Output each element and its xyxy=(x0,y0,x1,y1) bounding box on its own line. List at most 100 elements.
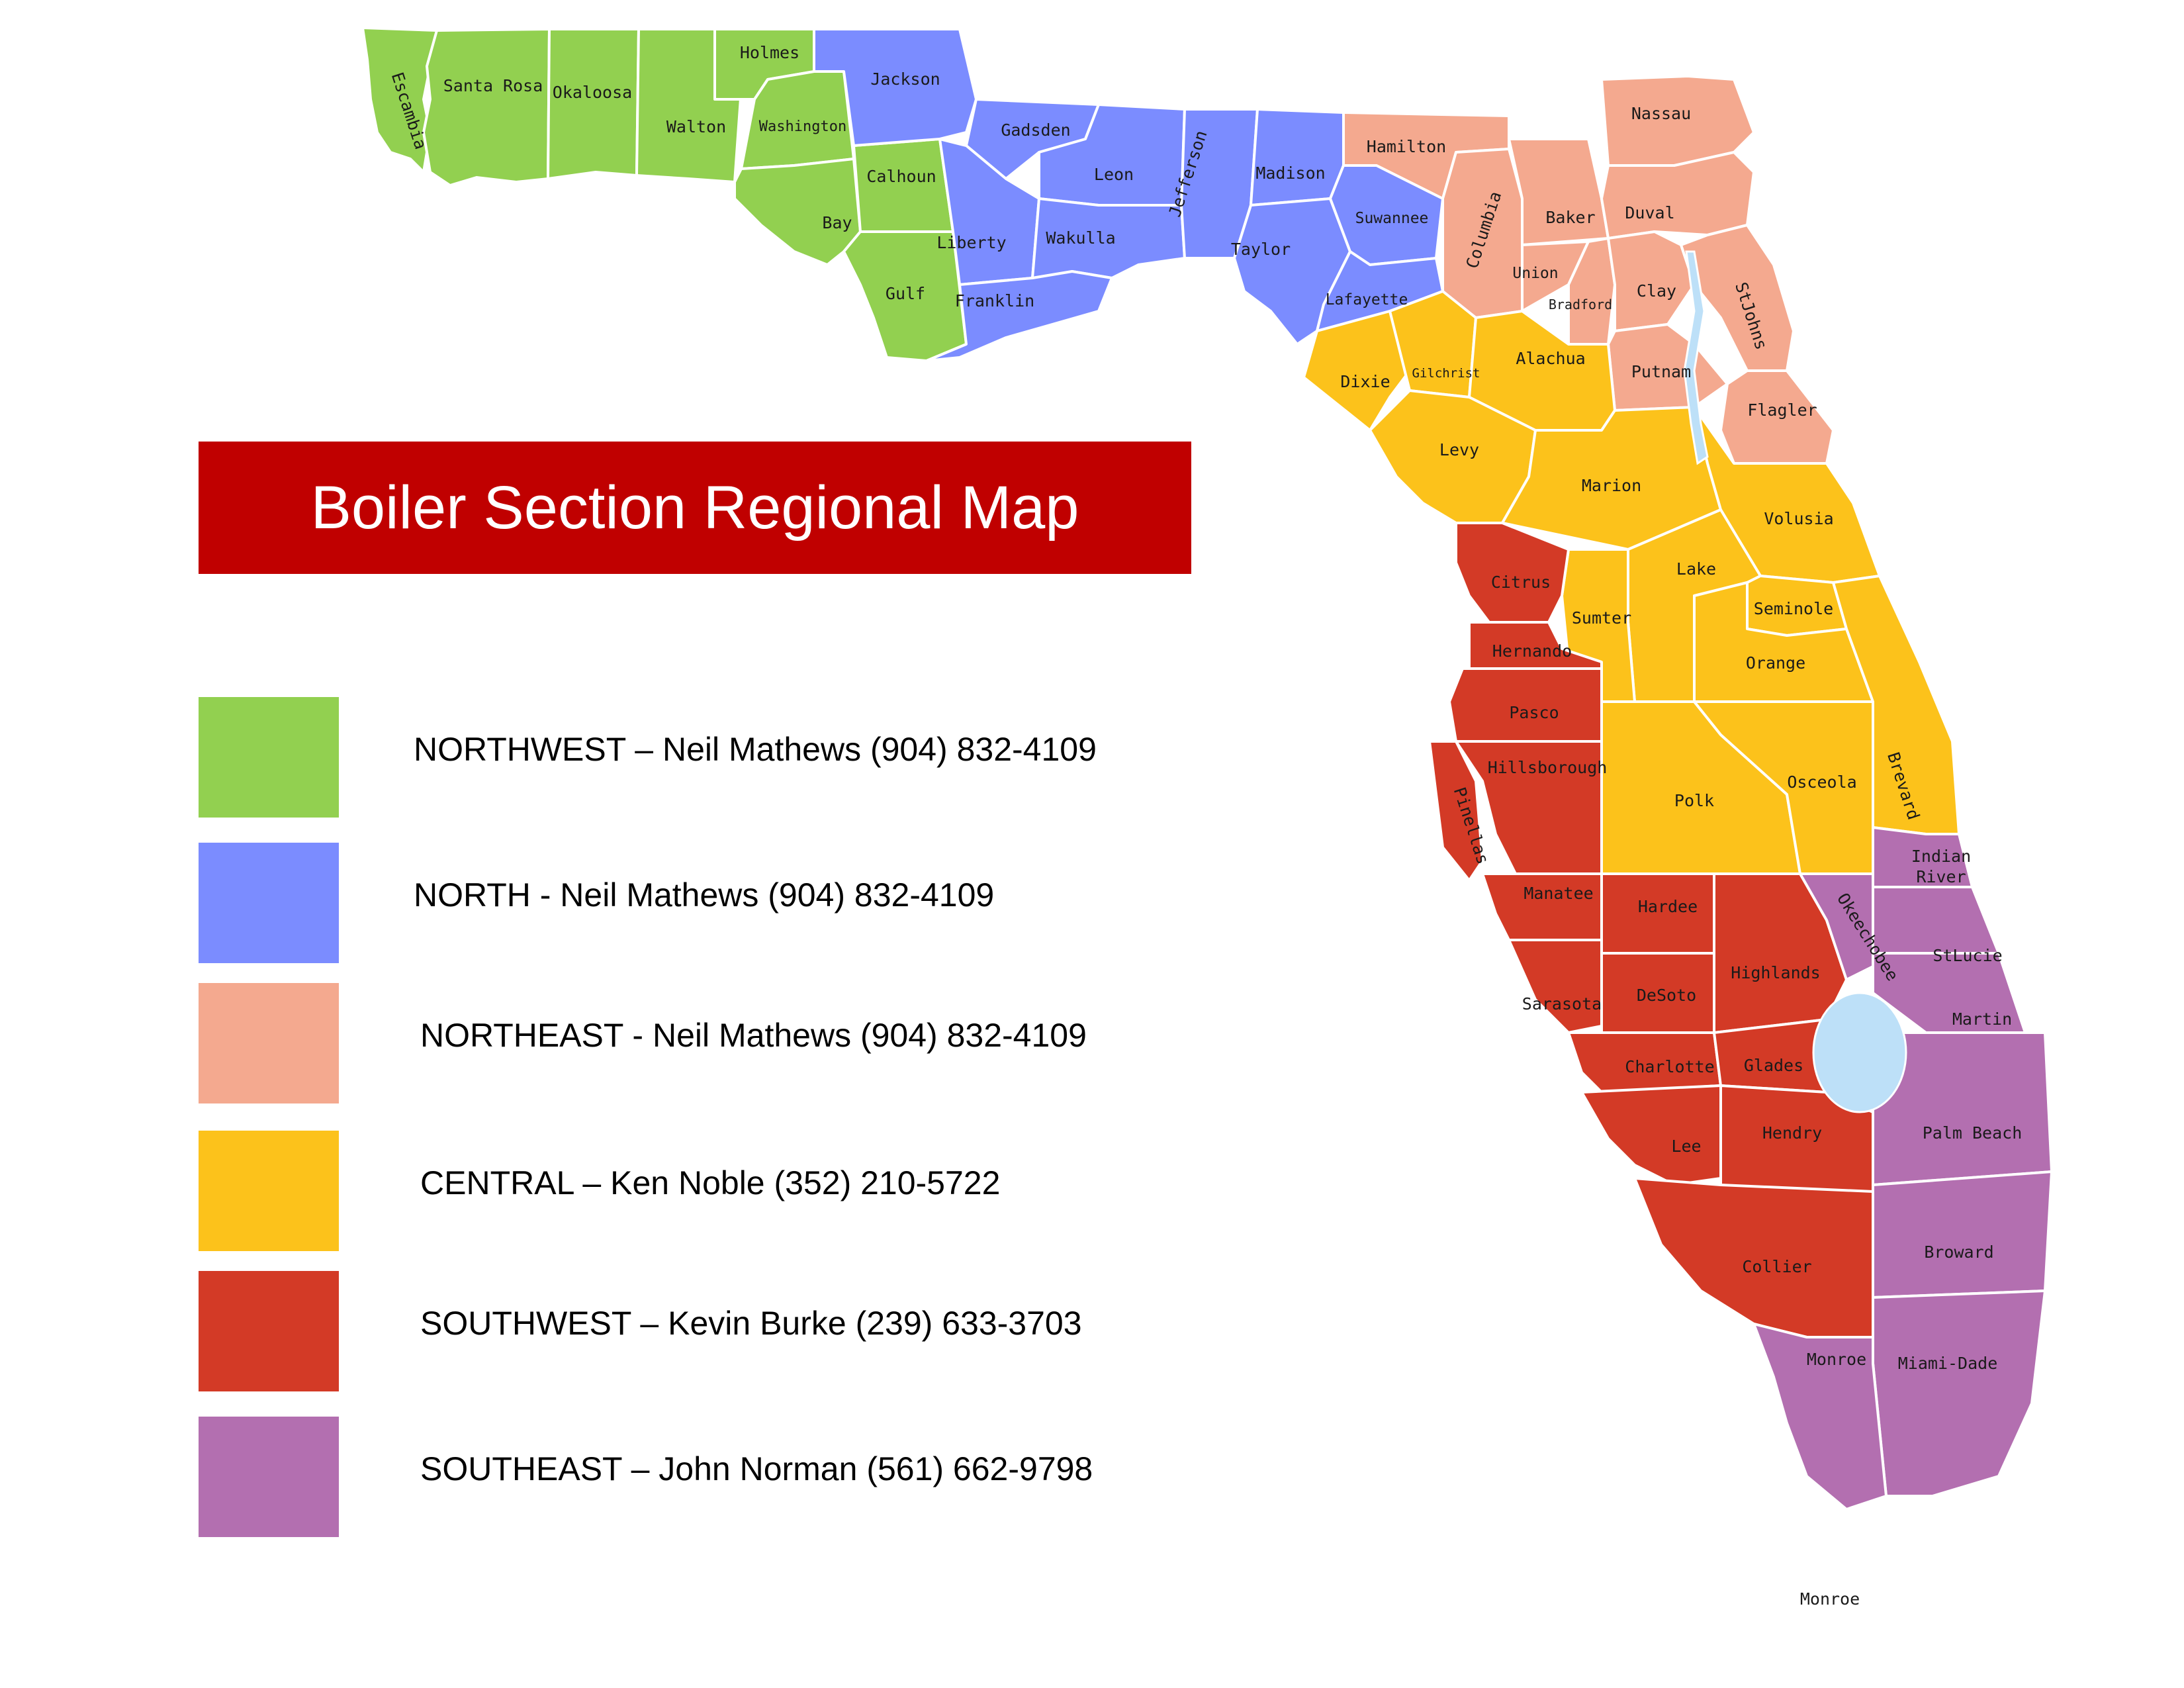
label-lee: Lee xyxy=(1671,1137,1701,1156)
label-bay: Bay xyxy=(822,213,852,232)
label-gadsden: Gadsden xyxy=(1001,120,1070,140)
label-hernando: Hernando xyxy=(1492,641,1572,661)
legend-swatch-southwest xyxy=(199,1271,339,1391)
region-north xyxy=(813,28,1444,362)
label-hendry: Hendry xyxy=(1762,1123,1822,1143)
county-miami-dade[interactable] xyxy=(1872,1289,2046,1497)
label-highlands: Highlands xyxy=(1731,963,1820,982)
label-bradford: Bradford xyxy=(1549,297,1612,312)
legend-swatch-northeast xyxy=(199,983,339,1103)
st-johns-river xyxy=(1683,250,1709,465)
county-st-lucie[interactable] xyxy=(1872,886,2000,955)
county-sarasota[interactable] xyxy=(1508,939,1603,1034)
legend-item-central: CENTRAL – Ken Noble (352) 210-5722 xyxy=(199,1131,1191,1251)
label-charlotte: Charlotte xyxy=(1625,1057,1714,1076)
label-seminole: Seminole xyxy=(1754,599,1833,618)
legend-item-northeast: NORTHEAST - Neil Mathews (904) 832-4109 xyxy=(199,983,1191,1103)
label-baker: Baker xyxy=(1545,208,1595,227)
label-flagler: Flagler xyxy=(1747,400,1817,420)
county-bay[interactable] xyxy=(733,158,862,266)
label-jackson: Jackson xyxy=(870,70,940,89)
region-southeast xyxy=(1581,826,2053,1656)
county-duval[interactable] xyxy=(1600,151,1755,240)
legend-label-southeast: SOUTHEAST – John Norman (561) 662-9798 xyxy=(420,1450,1093,1487)
legend-item-southwest: SOUTHWEST – Kevin Burke (239) 633-3703 xyxy=(199,1271,1191,1391)
county-labels: Escambia Santa Rosa Okaloosa Walton Holm… xyxy=(388,43,2023,1609)
label-gulf: Gulf xyxy=(886,284,925,303)
county-santa-rosa[interactable] xyxy=(422,28,551,187)
county-broward[interactable] xyxy=(1872,1170,2053,1299)
label-hillsborough: Hillsborough xyxy=(1488,758,1608,777)
label-madison: Madison xyxy=(1255,164,1325,183)
label-nassau: Nassau xyxy=(1631,104,1691,123)
label-sarasota: Sarasota xyxy=(1522,994,1602,1013)
label-leon: Leon xyxy=(1094,165,1134,184)
label-lake: Lake xyxy=(1676,559,1716,579)
label-dixie: Dixie xyxy=(1340,372,1390,391)
label-manatee: Manatee xyxy=(1524,884,1593,903)
label-miami-dade: Miami-Dade xyxy=(1898,1354,1998,1373)
county-monroe[interactable] xyxy=(1752,1323,1888,1511)
label-orange: Orange xyxy=(1746,653,1805,673)
label-union: Union xyxy=(1512,265,1558,282)
region-southwest xyxy=(1428,522,1874,1338)
label-hamilton: Hamilton xyxy=(1367,137,1446,156)
label-taylor: Taylor xyxy=(1231,240,1291,259)
county-lee[interactable] xyxy=(1580,1084,1722,1186)
county-baker[interactable] xyxy=(1508,138,1610,246)
legend-swatch-north xyxy=(199,843,339,963)
lake-okeechobee xyxy=(1812,992,1907,1113)
county-flagler[interactable] xyxy=(1719,369,1835,465)
title-banner: Boiler Section Regional Map xyxy=(199,442,1191,574)
label-indian-river-2: River xyxy=(1916,867,1966,886)
legend-swatch-southeast xyxy=(199,1417,339,1537)
label-walton: Walton xyxy=(666,117,726,136)
label-st-lucie: StLucie xyxy=(1933,946,2002,965)
label-liberty: Liberty xyxy=(936,233,1006,252)
label-wakulla: Wakulla xyxy=(1046,228,1115,248)
label-calhoun: Calhoun xyxy=(866,167,936,186)
county-franklin[interactable] xyxy=(925,270,1113,362)
label-lafayette: Lafayette xyxy=(1326,291,1408,308)
label-clay: Clay xyxy=(1637,281,1676,301)
page-title: Boiler Section Regional Map xyxy=(310,473,1079,541)
legend-swatch-northwest xyxy=(199,697,339,818)
legend-swatch-central xyxy=(199,1131,339,1251)
label-palm-beach: Palm Beach xyxy=(1923,1123,2023,1143)
label-indian-river-1: Indian xyxy=(1911,847,1971,866)
legend-label-north: NORTH - Neil Mathews (904) 832-4109 xyxy=(414,876,995,914)
label-alachua: Alachua xyxy=(1516,349,1585,368)
label-polk: Polk xyxy=(1674,791,1714,810)
label-monroe: Monroe xyxy=(1807,1350,1866,1369)
legend-label-northwest: NORTHWEST – Neil Mathews (904) 832-4109 xyxy=(414,731,1097,768)
county-madison[interactable] xyxy=(1250,108,1345,207)
label-santa-rosa: Santa Rosa xyxy=(443,76,543,95)
county-monroe-keys[interactable] xyxy=(1581,1541,1894,1656)
legend-label-central: CENTRAL – Ken Noble (352) 210-5722 xyxy=(420,1164,1001,1201)
legend-item-north: NORTH - Neil Mathews (904) 832-4109 xyxy=(199,843,1191,963)
label-duval: Duval xyxy=(1625,203,1674,222)
label-putnam: Putnam xyxy=(1631,362,1691,381)
legend-item-southeast: SOUTHEAST – John Norman (561) 662-9798 xyxy=(199,1417,1191,1537)
label-citrus: Citrus xyxy=(1491,573,1551,592)
region-central xyxy=(1302,290,1960,875)
label-suwannee: Suwannee xyxy=(1355,210,1429,227)
label-glades: Glades xyxy=(1744,1056,1803,1075)
county-okeechobee[interactable] xyxy=(1799,872,1874,981)
label-washington: Washington xyxy=(759,118,846,135)
label-gilchrist: Gilchrist xyxy=(1412,366,1480,381)
legend-label-southwest: SOUTHWEST – Kevin Burke (239) 633-3703 xyxy=(420,1305,1082,1342)
legend-label-northeast: NORTHEAST - Neil Mathews (904) 832-4109 xyxy=(420,1017,1087,1054)
label-sumter: Sumter xyxy=(1572,608,1631,628)
region-northwest xyxy=(361,26,968,362)
label-hardee: Hardee xyxy=(1638,897,1698,916)
label-holmes: Holmes xyxy=(740,43,799,62)
label-desoto: DeSoto xyxy=(1637,986,1696,1005)
label-collier: Collier xyxy=(1742,1257,1811,1276)
label-marion: Marion xyxy=(1582,476,1641,495)
label-martin: Martin xyxy=(1952,1009,2012,1029)
county-okaloosa[interactable] xyxy=(547,28,640,180)
label-pasco: Pasco xyxy=(1509,703,1559,722)
county-clay[interactable] xyxy=(1607,230,1696,332)
